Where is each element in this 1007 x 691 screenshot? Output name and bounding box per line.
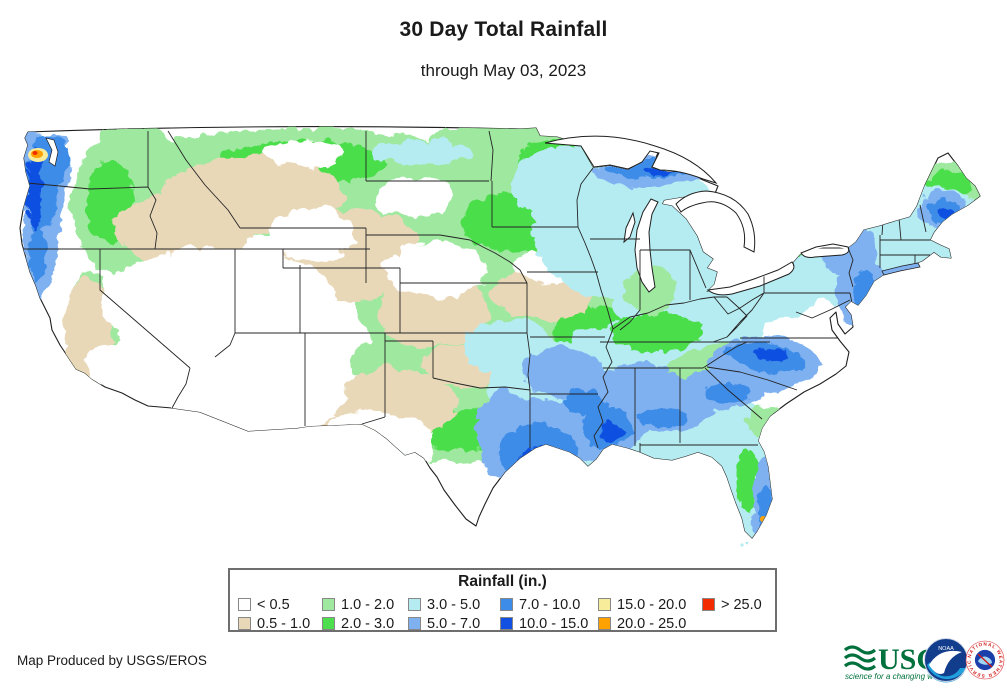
legend-label: 0.5 - 1.0	[257, 615, 311, 632]
lake-huron	[675, 190, 756, 253]
legend-grid: < 0.5 0.5 - 1.0 1.0 - 2.0 2.0 - 3.0 3.0 - 5.…	[238, 595, 774, 633]
usgs-wave-icon	[843, 645, 877, 671]
legend-item: < 0.5	[238, 597, 322, 613]
legend-label: 2.0 - 3.0	[341, 615, 395, 632]
nws-logo: NATIONAL WEATHER SERVICE	[965, 640, 1005, 680]
legend-swatch	[238, 617, 251, 630]
long-island	[881, 262, 921, 276]
legend-item: > 25.0	[702, 597, 774, 613]
legend-item: 7.0 - 10.0	[500, 597, 598, 613]
usgs-tagline: science for a changing world	[845, 672, 947, 681]
legend-swatch	[598, 598, 611, 611]
legend-item: 2.0 - 3.0	[322, 616, 408, 632]
legend-item: 1.0 - 2.0	[322, 597, 408, 613]
legend-swatch	[322, 598, 335, 611]
page-subtitle: through May 03, 2023	[420, 61, 587, 80]
legend-swatch	[702, 598, 715, 611]
great-lakes	[45, 135, 850, 296]
green-bay	[623, 211, 636, 244]
legend-label: 20.0 - 25.0	[617, 615, 687, 632]
legend-label: 5.0 - 7.0	[427, 615, 481, 632]
legend-item: 5.0 - 7.0	[408, 616, 500, 632]
legend-label: 10.0 - 15.0	[519, 615, 589, 632]
legend-swatch	[408, 617, 421, 630]
lake-michigan	[634, 198, 659, 293]
rainfall-layers	[20, 126, 980, 538]
legend-label: 15.0 - 20.0	[617, 596, 687, 613]
legend-swatch	[238, 598, 251, 611]
legend-swatch	[322, 617, 335, 630]
noaa-label: NOAA	[938, 646, 954, 652]
legend-item: 0.5 - 1.0	[238, 616, 322, 632]
page-title: 30 Day Total Rainfall	[399, 18, 608, 41]
legend-item: 20.0 - 25.0	[598, 616, 702, 632]
noaa-logo: NOAA	[924, 638, 968, 683]
noaa-bird-icon	[929, 650, 962, 674]
legend-swatch	[500, 617, 513, 630]
legend-item: 15.0 - 20.0	[598, 597, 702, 613]
lake-superior	[544, 135, 718, 184]
legend-item: 10.0 - 15.0	[500, 616, 598, 632]
legend-label: < 0.5	[257, 596, 290, 613]
lake-ontario	[800, 243, 850, 258]
map-attribution: Map Produced by USGS/EROS	[17, 653, 207, 668]
legend-swatch	[500, 598, 513, 611]
legend-swatch	[408, 598, 421, 611]
legend-label: > 25.0	[721, 596, 762, 613]
legend: Rainfall (in.) < 0.5 0.5 - 1.0 1.0 - 2.0 2.…	[228, 568, 777, 632]
legend-label: 3.0 - 5.0	[427, 596, 481, 613]
puget-sound	[45, 137, 59, 167]
coastal-islands	[740, 262, 921, 547]
rain-over-25in-layer	[32, 151, 38, 155]
legend-title: Rainfall (in.)	[458, 573, 547, 590]
lake-erie	[706, 261, 795, 296]
state-borders	[22, 130, 935, 452]
legend-label: 1.0 - 2.0	[341, 596, 395, 613]
legend-swatch	[598, 617, 611, 630]
legend-label: 7.0 - 10.0	[519, 596, 581, 613]
legend-item: 3.0 - 5.0	[408, 597, 500, 613]
